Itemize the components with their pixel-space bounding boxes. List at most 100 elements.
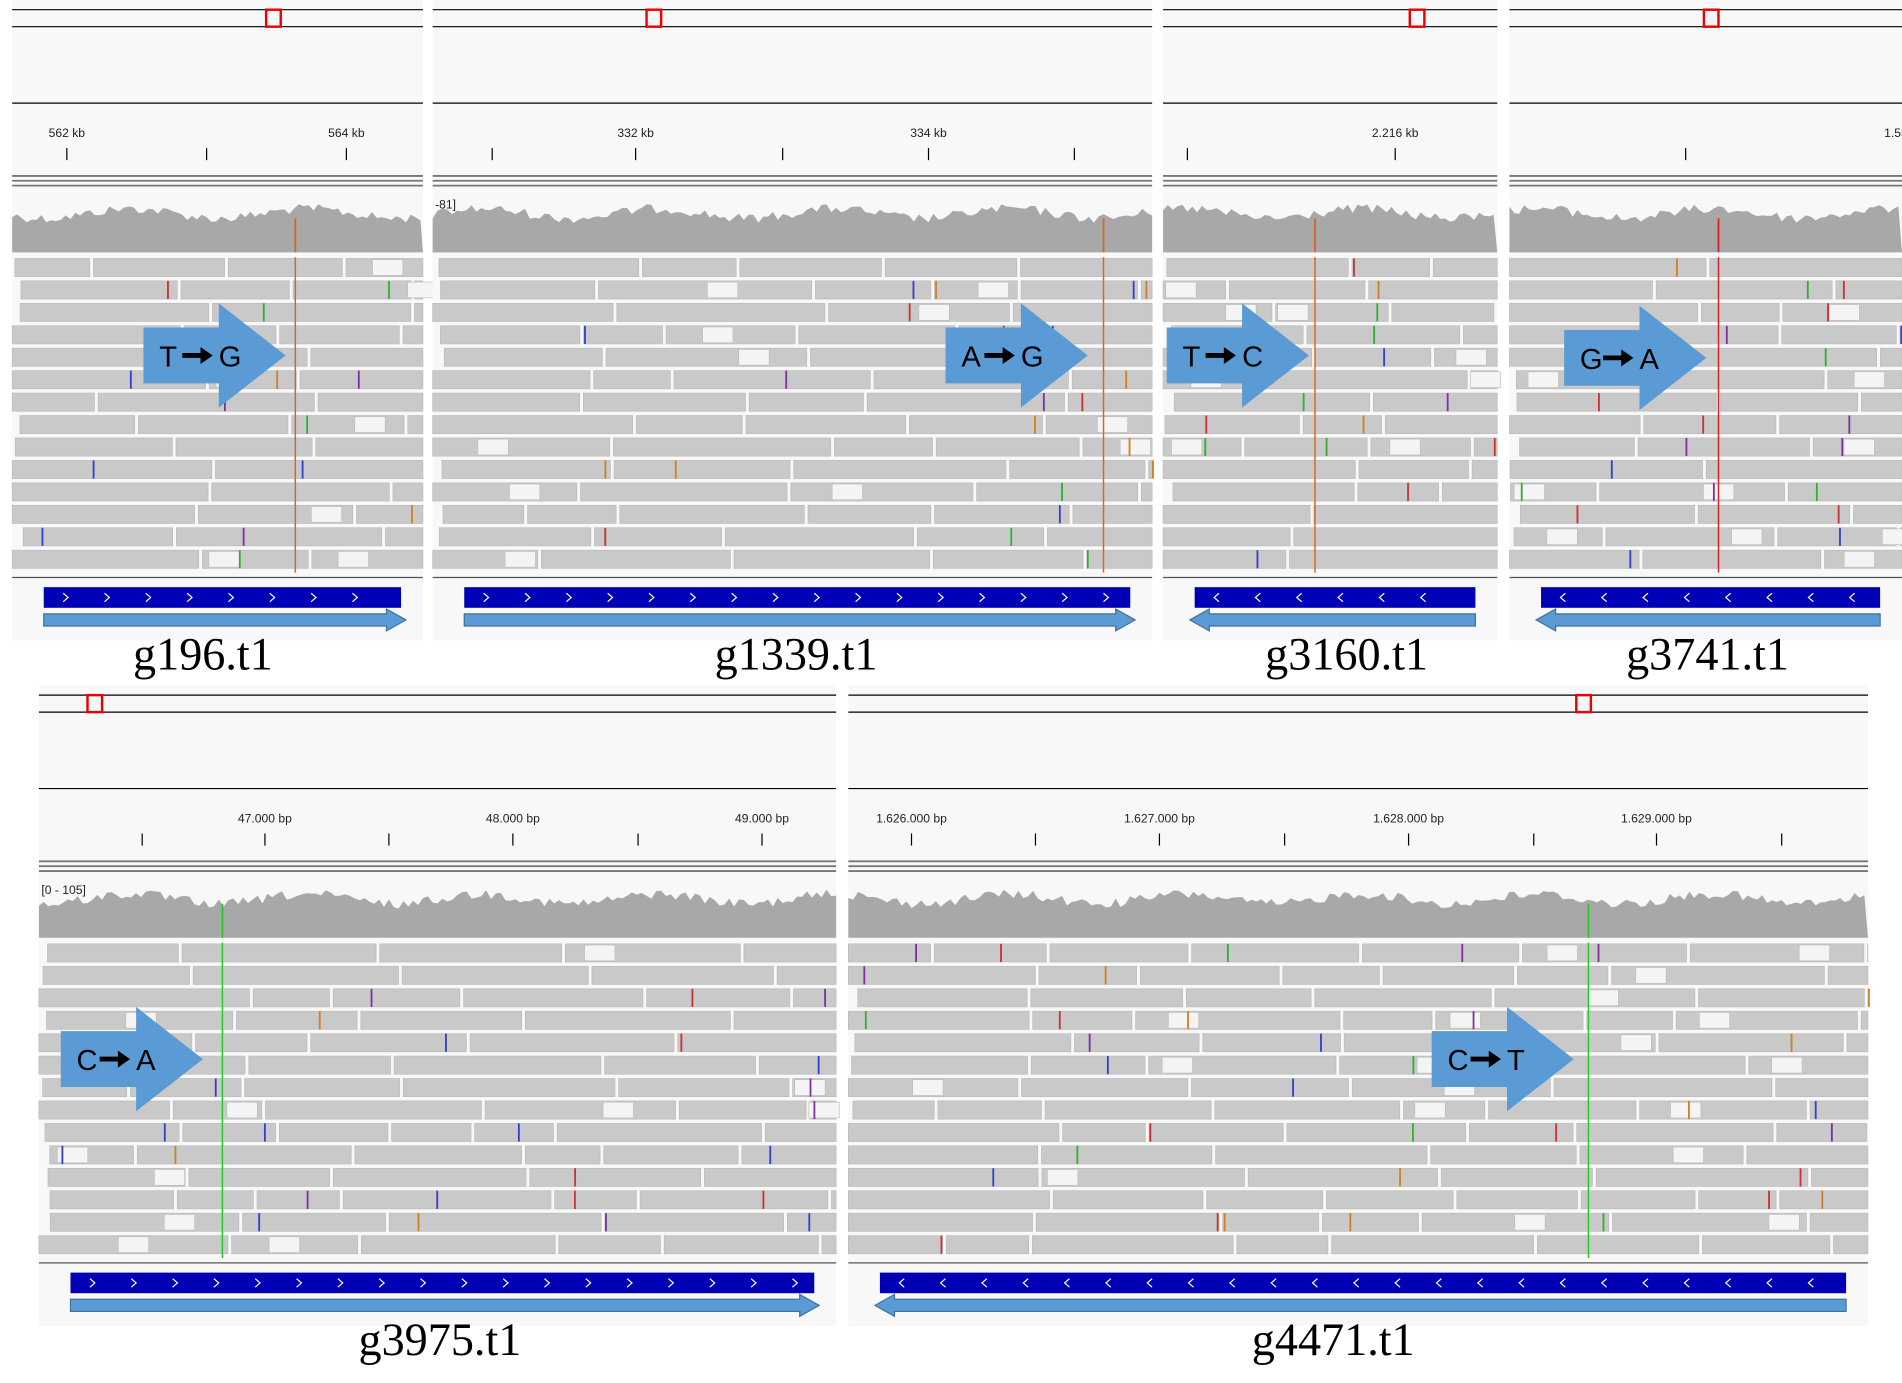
read (1343, 1010, 1433, 1030)
strand-chevron (585, 1278, 592, 1288)
read (758, 1055, 837, 1075)
read (438, 258, 640, 277)
read (1009, 460, 1146, 479)
read (616, 302, 826, 322)
read (136, 1145, 352, 1165)
strand-chevron (1295, 592, 1303, 603)
strand-chevron (524, 592, 531, 603)
strand-chevron (791, 1278, 799, 1288)
mismatch (163, 1123, 166, 1142)
read (11, 347, 156, 367)
read (1775, 1078, 1869, 1097)
gene-name: g4471.t1 (1252, 1314, 1415, 1365)
mismatch (1815, 482, 1818, 502)
read (1809, 1100, 1869, 1120)
soft-clip (1096, 416, 1128, 433)
read (945, 1235, 1030, 1255)
read (1833, 1235, 1869, 1255)
mismatch (1824, 348, 1827, 367)
read (1358, 460, 1469, 479)
read (1370, 437, 1471, 457)
soft-clip (1165, 281, 1197, 299)
strand-chevron (483, 592, 490, 603)
read (19, 415, 136, 435)
read (211, 482, 390, 502)
strand-chevron (1766, 592, 1773, 603)
read (1391, 302, 1495, 322)
mismatch (1687, 1100, 1690, 1120)
ruler-label: 1.629.000 bp (1621, 812, 1692, 826)
read (1473, 437, 1498, 457)
soft-clip (337, 551, 369, 568)
read (44, 1123, 180, 1142)
read (1012, 302, 1153, 322)
read (1779, 415, 1902, 435)
strand-arrow (69, 1293, 821, 1318)
igv-panel: 562 kb 564 kb g196.t1 T G (11, 0, 439, 680)
mismatch (1399, 1168, 1401, 1187)
read (20, 280, 178, 300)
soft-clip (1469, 371, 1501, 388)
strand-chevron (1378, 592, 1385, 603)
strand-chevron (1213, 592, 1220, 603)
read (38, 988, 250, 1008)
mismatch (1702, 415, 1705, 434)
igv-panel: 332 kb 334 kb -81] g1339.t1 A G (432, 0, 1154, 680)
read (1021, 1078, 1189, 1097)
read (1148, 1055, 1337, 1075)
read (1032, 1235, 1234, 1255)
alt-allele: T (1507, 1045, 1525, 1077)
read (677, 1033, 837, 1053)
mismatch (1223, 1213, 1226, 1232)
mismatch (357, 370, 360, 389)
gene-model (879, 1272, 1847, 1294)
read (1509, 549, 1640, 569)
soft-clip (1119, 438, 1151, 456)
read (278, 1123, 389, 1142)
alt-allele: G (1021, 341, 1044, 373)
read (1313, 504, 1498, 524)
mismatch (1461, 943, 1464, 963)
read (1257, 370, 1468, 390)
coverage-track (12, 204, 423, 253)
igv-panel: 1.55 g3741.t1 G A (1509, 0, 1902, 680)
read (1719, 392, 1859, 412)
read (558, 1235, 661, 1255)
mismatch (992, 1168, 995, 1187)
mismatch (1602, 1213, 1605, 1232)
mismatch (388, 280, 390, 300)
read (1357, 482, 1439, 502)
mismatch (1830, 1123, 1833, 1142)
ref-allele: C (1447, 1045, 1468, 1077)
mismatch (912, 280, 915, 300)
read (604, 1212, 784, 1232)
ruler-label: 1.628.000 bp (1373, 812, 1444, 826)
read (593, 370, 671, 390)
read (1697, 504, 1851, 524)
soft-clip (1881, 528, 1902, 546)
read (1835, 280, 1902, 300)
read (642, 258, 737, 277)
strand-chevron (1254, 592, 1261, 603)
read (97, 392, 315, 412)
read (1030, 988, 1183, 1008)
read (1430, 1145, 1577, 1165)
soft-clip (1620, 1034, 1652, 1051)
read (1086, 549, 1153, 569)
soft-clip (1546, 528, 1578, 546)
read (1382, 965, 1515, 985)
read (1595, 1167, 1809, 1187)
mismatch (1520, 482, 1523, 502)
read (733, 1010, 837, 1030)
mismatch (370, 988, 373, 1007)
read (748, 392, 864, 412)
mismatch (817, 1056, 820, 1075)
strand-chevron (855, 592, 862, 603)
read (1062, 1123, 1146, 1142)
read (1289, 549, 1498, 569)
strand-chevron (898, 1278, 905, 1288)
mismatch (1010, 527, 1013, 546)
mismatch (1412, 1056, 1415, 1075)
mismatch (1104, 966, 1107, 985)
strand-arrow (43, 607, 408, 632)
